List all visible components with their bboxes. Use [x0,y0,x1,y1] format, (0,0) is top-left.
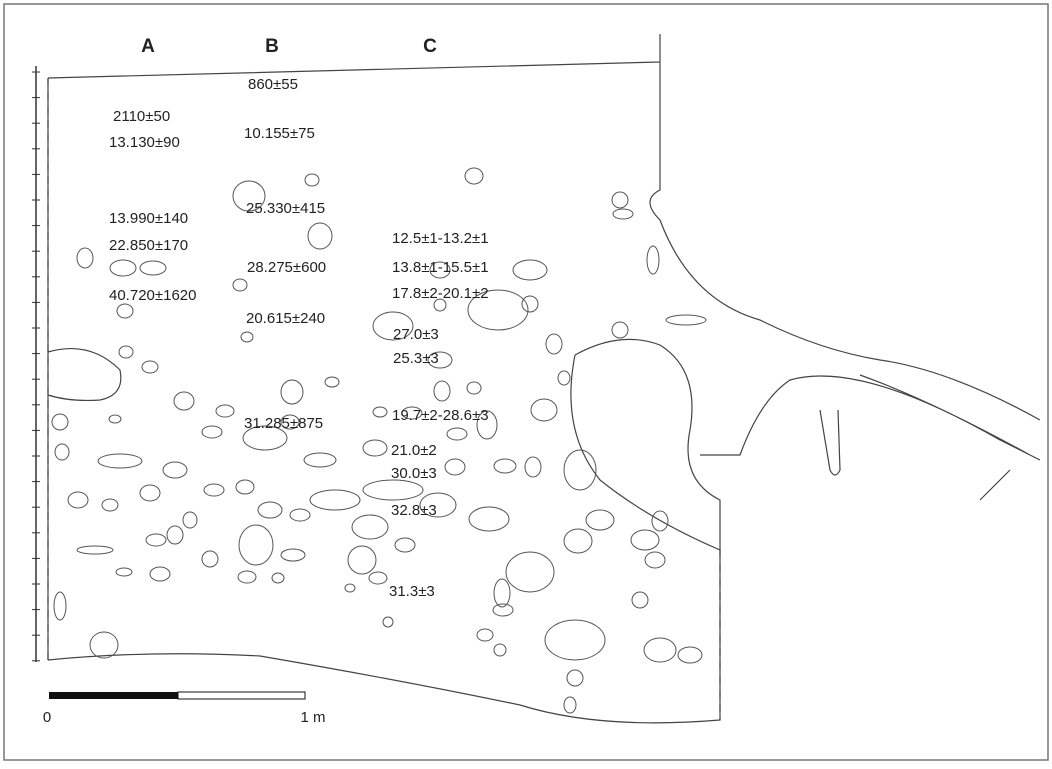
date-label: 25.3±3 [393,350,439,367]
scale-bar-white [178,692,305,699]
date-label: 22.850±170 [109,237,188,254]
date-label: 860±55 [248,76,298,93]
date-label: 13.130±90 [109,134,180,151]
date-label: 25.330±415 [246,200,325,217]
section-drawing: 0 1 m A B C 860±55 2110±50 13.130±90 10.155±75… [0,0,1052,764]
date-label: 20.615±240 [246,310,325,327]
date-label: 19.7±2-28.6±3 [392,407,489,424]
date-label: 10.155±75 [244,125,315,142]
date-label: 32.8±3 [391,502,437,519]
date-label: 17.8±2-20.1±2 [392,285,489,302]
date-label: 2110±50 [113,108,170,125]
scale-bar-black [49,692,178,699]
column-label: A [141,36,155,57]
date-label: 31.3±3 [389,583,435,600]
date-label: 30.0±3 [391,465,437,482]
scale-label: 1 m [300,709,325,726]
date-label: 27.0±3 [393,326,439,343]
scale-label: 0 [43,709,51,726]
column-label: B [265,36,279,57]
column-label: C [423,36,437,57]
date-label: 31.285±875 [244,415,323,432]
date-label: 13.8±1-15.5±1 [392,259,489,276]
date-label: 21.0±2 [391,442,437,459]
date-label: 12.5±1-13.2±1 [392,230,489,247]
date-label: 28.275±600 [247,259,326,276]
date-label: 13.990±140 [109,210,188,227]
date-label: 40.720±1620 [109,287,196,304]
